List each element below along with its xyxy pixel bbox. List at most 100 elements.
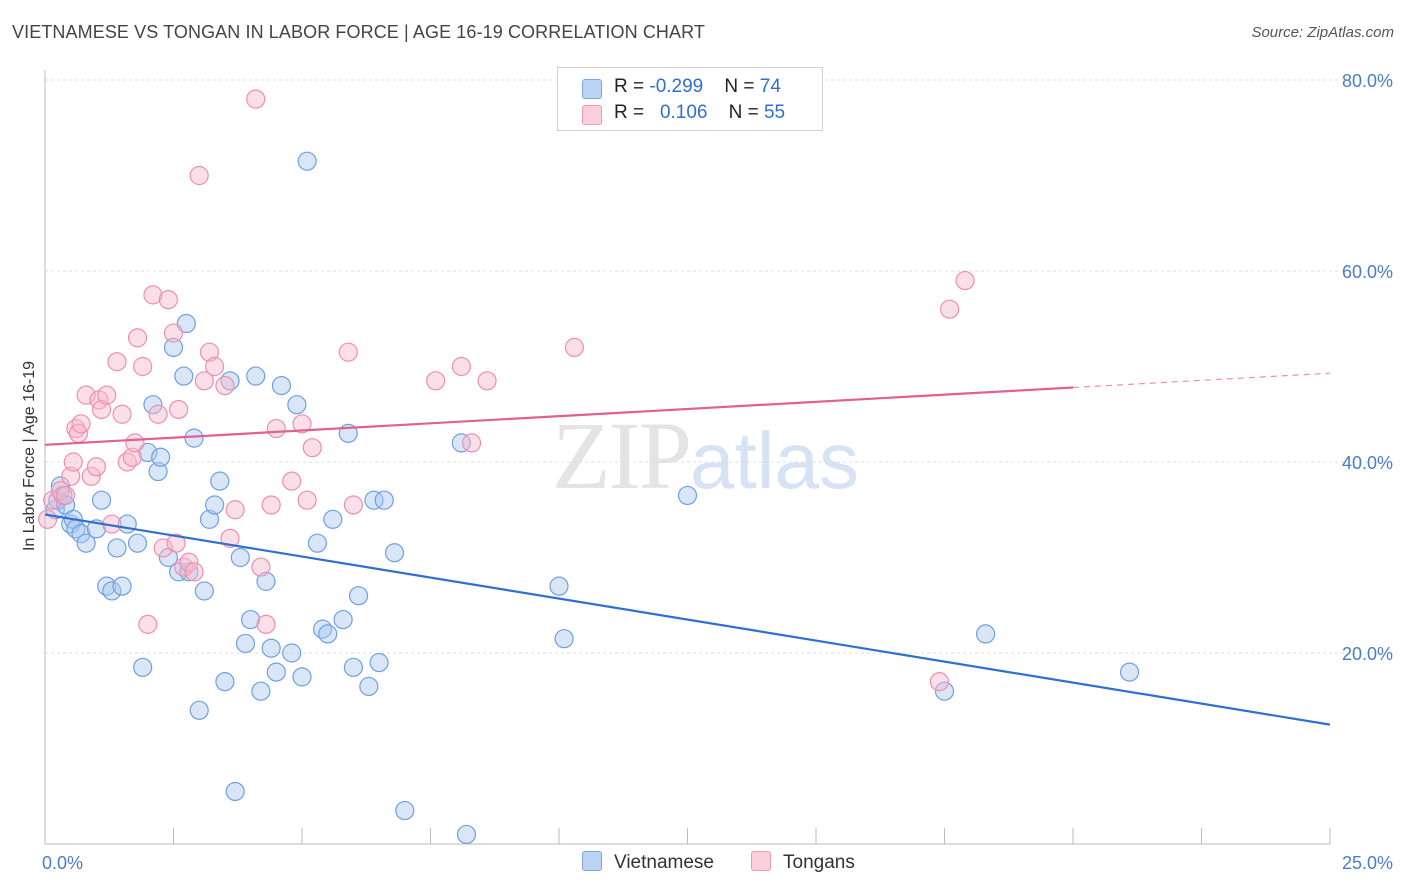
vietnamese-point-66 bbox=[456, 824, 477, 845]
tongans-point-58 bbox=[940, 299, 960, 319]
tongans-point-23 bbox=[138, 614, 158, 634]
vietnamese-point-64 bbox=[395, 800, 415, 821]
vietnamese-point-29 bbox=[184, 428, 204, 448]
tongans-point-49 bbox=[302, 438, 322, 458]
tongans-point-25 bbox=[148, 404, 168, 424]
watermark-zip: ZIP bbox=[552, 402, 692, 509]
tongans-point-19 bbox=[122, 447, 142, 467]
vietnamese-point-55 bbox=[333, 609, 353, 630]
vietnamese-point-22 bbox=[151, 447, 171, 467]
tongans-point-45 bbox=[266, 418, 286, 439]
vietnamese-point-50 bbox=[297, 151, 317, 171]
tongans-point-1 bbox=[43, 490, 63, 510]
tongans-point-32 bbox=[179, 552, 199, 572]
vietnamese-point-8 bbox=[71, 524, 91, 544]
vietnamese-point-34 bbox=[210, 471, 230, 491]
bottom-legend-tongans: Tongans bbox=[751, 851, 855, 874]
trend-line-tongans bbox=[44, 386, 1074, 446]
tongans-point-21 bbox=[127, 328, 148, 348]
vietnamese-point-68 bbox=[554, 629, 574, 649]
tongans-point-35 bbox=[194, 371, 214, 391]
vietnamese-point-47 bbox=[282, 643, 302, 663]
vietnamese-point-40 bbox=[241, 609, 261, 630]
vietnamese-point-26 bbox=[174, 366, 194, 386]
legend-swatch-tongans bbox=[582, 105, 602, 125]
y-tick-label-40: 40.0% bbox=[1342, 453, 1393, 473]
tongans-point-59 bbox=[955, 270, 975, 291]
y-axis-label: In Labor Force | Age 16-19 bbox=[21, 361, 38, 551]
watermark-atlas: atlas bbox=[690, 416, 859, 505]
tongans-point-48 bbox=[297, 490, 317, 510]
tongans-point-40 bbox=[225, 500, 245, 520]
legend-stats-tongans: R = 0.106 N = 55 bbox=[614, 102, 786, 123]
vietnamese-point-70 bbox=[934, 681, 955, 701]
y-tick-label-80: 80.0% bbox=[1342, 71, 1393, 91]
vietnamese-point-71 bbox=[976, 624, 996, 644]
bottom-legend-vietnamese: Vietnamese bbox=[582, 851, 714, 874]
tongans-point-50 bbox=[338, 342, 358, 362]
tongans-point-10 bbox=[81, 466, 101, 486]
vietnamese-point-21 bbox=[148, 461, 168, 482]
vietnamese-point-15 bbox=[112, 576, 132, 596]
vietnamese-point-44 bbox=[261, 638, 281, 658]
legend-stats-vietnamese: R = -0.299 N = 74 bbox=[614, 76, 781, 97]
vietnamese-point-69 bbox=[677, 485, 698, 506]
watermark: ZIPatlas bbox=[552, 400, 859, 511]
vietnamese-point-57 bbox=[343, 657, 363, 677]
vietnamese-point-24 bbox=[163, 337, 184, 357]
vietnamese-point-53 bbox=[318, 624, 338, 644]
vietnamese-point-46 bbox=[271, 376, 292, 396]
vietnamese-point-54 bbox=[323, 509, 343, 529]
vietnamese-point-18 bbox=[133, 657, 153, 677]
y-tick-label-60: 60.0% bbox=[1342, 262, 1393, 282]
tongans-point-33 bbox=[184, 562, 204, 582]
vietnamese-point-38 bbox=[230, 547, 250, 568]
vietnamese-point-65 bbox=[451, 433, 471, 453]
vietnamese-point-60 bbox=[364, 490, 384, 510]
vietnamese-point-61 bbox=[369, 652, 389, 673]
vietnamese-point-59 bbox=[359, 676, 379, 697]
vietnamese-point-43 bbox=[256, 571, 276, 591]
tongans-point-42 bbox=[251, 557, 271, 577]
tongans-point-44 bbox=[261, 495, 281, 515]
tick-labels: 20.0% 40.0% 60.0% 80.0% 0.0% 25.0% In Labor Fo… bbox=[21, 71, 1393, 873]
vietnamese-point-27 bbox=[176, 313, 196, 334]
vietnamese-point-67 bbox=[549, 576, 569, 596]
y-tick-label-20: 20.0% bbox=[1342, 644, 1393, 664]
vietnamese-point-62 bbox=[374, 490, 394, 510]
vietnamese-point-42 bbox=[251, 681, 271, 701]
vietnamese-point-72 bbox=[1119, 662, 1140, 682]
series-vietnamese bbox=[45, 151, 1140, 845]
vietnamese-point-35 bbox=[215, 672, 235, 692]
tongans-point-14 bbox=[97, 385, 117, 405]
trend-lines bbox=[44, 372, 1331, 726]
tongans-point-29 bbox=[166, 533, 186, 553]
tongans-point-38 bbox=[215, 376, 235, 396]
vietnamese-point-31 bbox=[194, 581, 214, 601]
tongans-point-20 bbox=[125, 433, 145, 453]
vietnamese-point-17 bbox=[127, 533, 148, 553]
vietnamese-point-30 bbox=[189, 700, 209, 720]
vietnamese-point-9 bbox=[76, 533, 96, 553]
trend-line-extension-tongans bbox=[1072, 372, 1331, 389]
tongans-point-43 bbox=[256, 614, 276, 634]
x-tick-label-max: 25.0% bbox=[1342, 853, 1393, 873]
tongans-point-13 bbox=[91, 399, 112, 420]
bottom-legend-swatch-vietnamese bbox=[582, 851, 602, 871]
vietnamese-point-11 bbox=[91, 490, 112, 510]
tongans-point-57 bbox=[929, 672, 949, 692]
tongans-point-51 bbox=[343, 495, 363, 515]
tongans-point-11 bbox=[86, 457, 107, 477]
vietnamese-point-63 bbox=[384, 543, 405, 563]
vietnamese-point-37 bbox=[225, 781, 245, 802]
legend-swatch-vietnamese bbox=[582, 79, 602, 99]
tongans-point-47 bbox=[292, 414, 312, 434]
vietnamese-point-32 bbox=[199, 509, 220, 529]
axes bbox=[44, 70, 1331, 845]
tongans-point-39 bbox=[220, 528, 240, 549]
series-tongans bbox=[37, 89, 975, 692]
tongans-point-41 bbox=[246, 89, 266, 109]
tongans-point-36 bbox=[199, 342, 220, 362]
vietnamese-point-20 bbox=[143, 395, 163, 415]
tongans-point-27 bbox=[158, 290, 178, 310]
